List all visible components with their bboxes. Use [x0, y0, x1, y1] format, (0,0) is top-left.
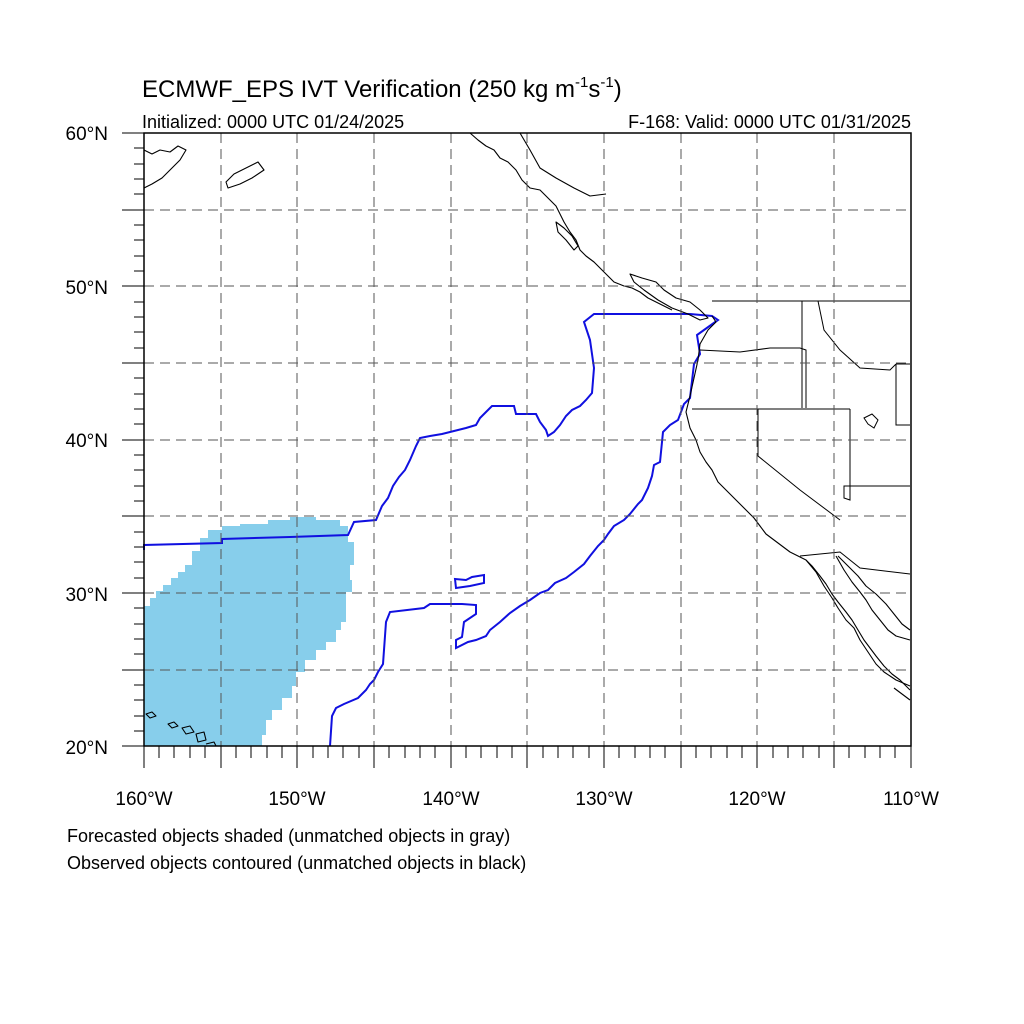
us-mexico-border [799, 551, 911, 575]
lon-label-110w: 110°W [883, 789, 939, 810]
alaska-southeast-coast [469, 132, 673, 311]
lat-lon-grid [144, 133, 911, 746]
lat-label-40n: 40°N [66, 431, 108, 452]
wyoming-border [895, 363, 910, 426]
us-west-coast [685, 315, 911, 691]
forecast-object-shaded [144, 517, 354, 746]
lat-label-20n: 20°N [66, 738, 108, 759]
political-boundaries [692, 300, 911, 575]
washington-oregon-border [699, 347, 807, 408]
map-title: ECMWF_EPS IVT Verification (250 kg m-1s-… [142, 74, 622, 103]
kodiak-island [225, 161, 265, 189]
longitude-labels: 160°W 150°W 140°W 130°W 120°W 110°W [115, 789, 939, 810]
bottom-axis-ticks [143, 746, 912, 768]
map-frame [143, 132, 912, 747]
observed-contour-main [143, 313, 720, 747]
lat-label-60n: 60°N [66, 124, 108, 145]
nevada-utah-border [843, 409, 910, 501]
lon-label-140w: 140°W [422, 789, 479, 810]
bc-islands [555, 221, 709, 321]
lat-label-50n: 50°N [66, 278, 108, 299]
lon-label-150w: 150°W [268, 789, 325, 810]
lon-label-160w: 160°W [115, 789, 172, 810]
hawaiian-islands [145, 711, 217, 747]
latitude-labels: 60°N 50°N 40°N 30°N 20°N [66, 124, 108, 759]
observed-objects-contour [143, 313, 720, 747]
valid-time-label: F-168: Valid: 0000 UTC 01/31/2025 [628, 112, 911, 132]
idaho-montana-border [817, 300, 897, 371]
lon-label-120w: 120°W [728, 789, 785, 810]
note-observed-objects: Observed objects contoured (unmatched ob… [67, 853, 526, 873]
coastlines [143, 132, 911, 747]
california-nevada-border [757, 409, 841, 521]
alaska-peninsula-coast [143, 145, 187, 189]
note-forecast-objects: Forecasted objects shaded (unmatched obj… [67, 826, 510, 846]
lon-label-130w: 130°W [575, 789, 632, 810]
mexico-mainland-coast [837, 555, 911, 701]
great-salt-lake [863, 413, 879, 429]
axis-ticks [122, 132, 912, 768]
baja-peninsula [805, 555, 911, 687]
observed-contour-small [453, 573, 485, 590]
init-time-label: Initialized: 0000 UTC 01/24/2025 [142, 112, 404, 132]
left-axis-ticks [122, 132, 144, 747]
canada-inland-border [519, 132, 607, 197]
lat-label-30n: 30°N [66, 585, 108, 606]
